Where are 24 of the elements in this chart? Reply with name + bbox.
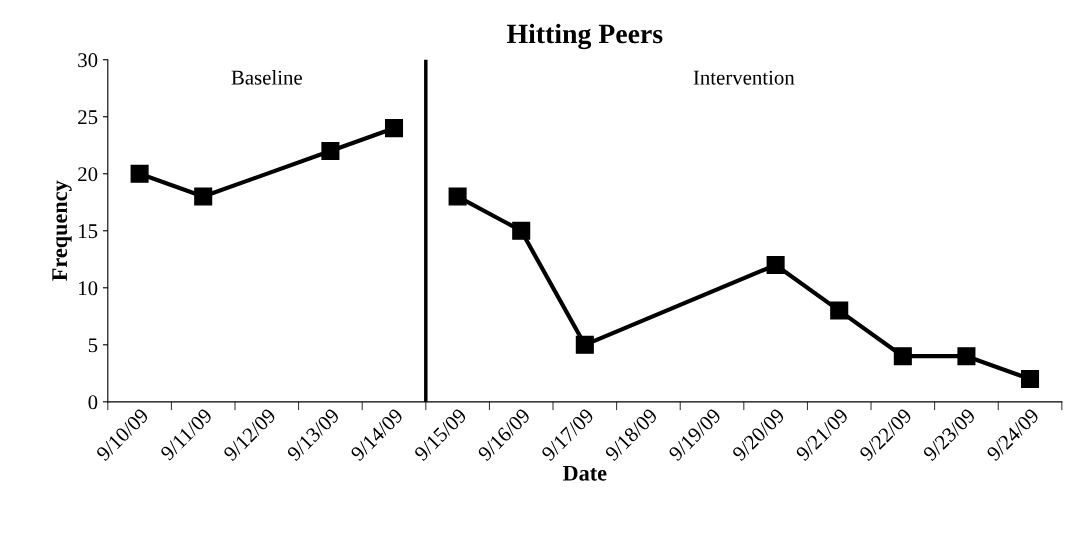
y-tick-label: 10 <box>79 281 98 296</box>
annotation: Intervention <box>693 70 795 85</box>
y-tick-label: 0 <box>88 395 98 410</box>
y-tick-label: 20 <box>78 167 98 182</box>
point <box>893 347 912 366</box>
point <box>384 119 404 138</box>
chart-title: Hitting Peers <box>506 23 663 50</box>
point <box>448 187 467 206</box>
point <box>321 141 340 160</box>
annotation: Baseline <box>231 69 302 85</box>
y-tick-label: 30 <box>78 53 98 68</box>
x-axis-title: Date <box>563 465 607 481</box>
point <box>130 164 149 183</box>
point <box>766 255 785 275</box>
point <box>512 221 531 240</box>
point <box>575 335 594 354</box>
point <box>194 187 213 206</box>
point <box>830 301 849 320</box>
y-tick-label: 5 <box>88 338 98 353</box>
point <box>1021 369 1040 389</box>
y-axis-title: Frequency <box>52 180 72 281</box>
point <box>957 347 976 366</box>
y-tick-label: 15 <box>79 224 98 239</box>
y-tick-label: 25 <box>78 110 98 125</box>
